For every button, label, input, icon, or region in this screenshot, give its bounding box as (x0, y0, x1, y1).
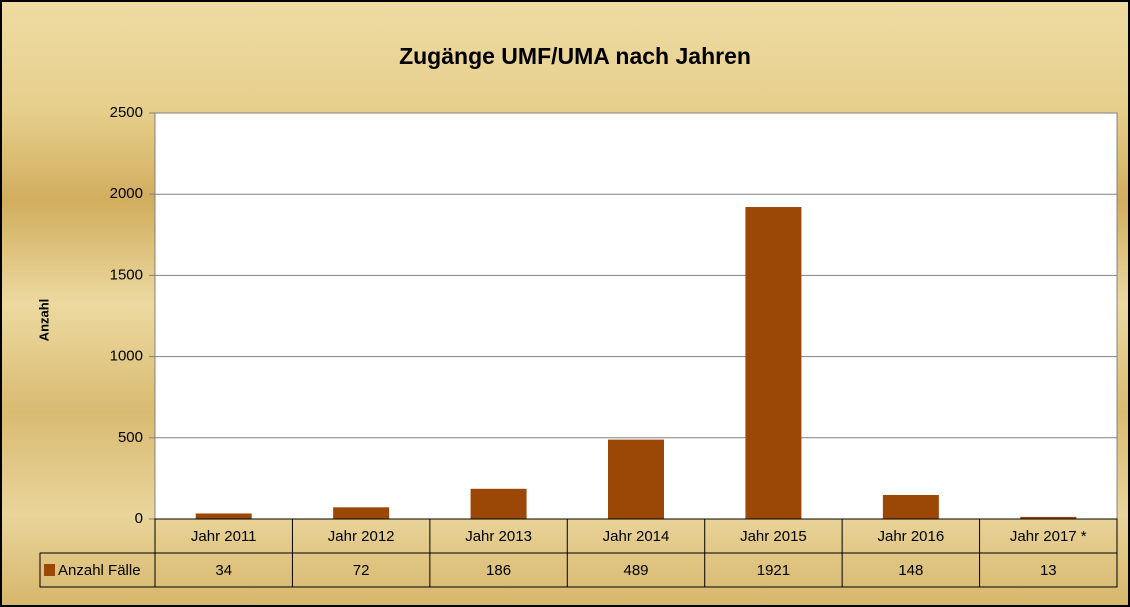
x-tick-label: Jahr 2016 (877, 528, 944, 545)
y-tick-label: 2500 (110, 104, 143, 121)
y-tick-label: 1500 (110, 266, 143, 283)
legend-swatch (44, 564, 55, 576)
bar (195, 513, 252, 519)
bar (333, 507, 390, 519)
bar (470, 488, 527, 519)
bar (745, 207, 802, 519)
data-table-value: 13 (1040, 562, 1057, 579)
x-tick-label: Jahr 2013 (465, 528, 532, 545)
x-tick-label: Jahr 2011 (191, 528, 257, 545)
legend-label: Anzahl Fälle (58, 562, 141, 579)
y-tick-label: 0 (135, 510, 143, 527)
data-table-value: 72 (353, 562, 370, 579)
data-table-value: 148 (898, 562, 923, 579)
bar (608, 439, 664, 519)
bar (1020, 516, 1077, 519)
y-tick-label: 500 (118, 429, 143, 446)
data-table-value: 34 (215, 562, 232, 579)
x-tick-label: Jahr 2012 (328, 528, 395, 545)
y-tick-label: 1000 (110, 348, 143, 365)
data-table-value: 186 (486, 562, 511, 579)
bar (882, 494, 939, 519)
y-axis-label: Anzahl (36, 299, 51, 342)
data-table-value: 489 (623, 562, 648, 579)
data-table-value: 1921 (757, 562, 790, 579)
chart-title: Zugänge UMF/UMA nach Jahren (399, 43, 751, 69)
x-tick-label: Jahr 2017 * (1010, 528, 1087, 545)
x-tick-label: Jahr 2014 (603, 528, 670, 545)
y-tick-label: 2000 (110, 185, 143, 202)
x-tick-label: Jahr 2015 (740, 528, 807, 545)
